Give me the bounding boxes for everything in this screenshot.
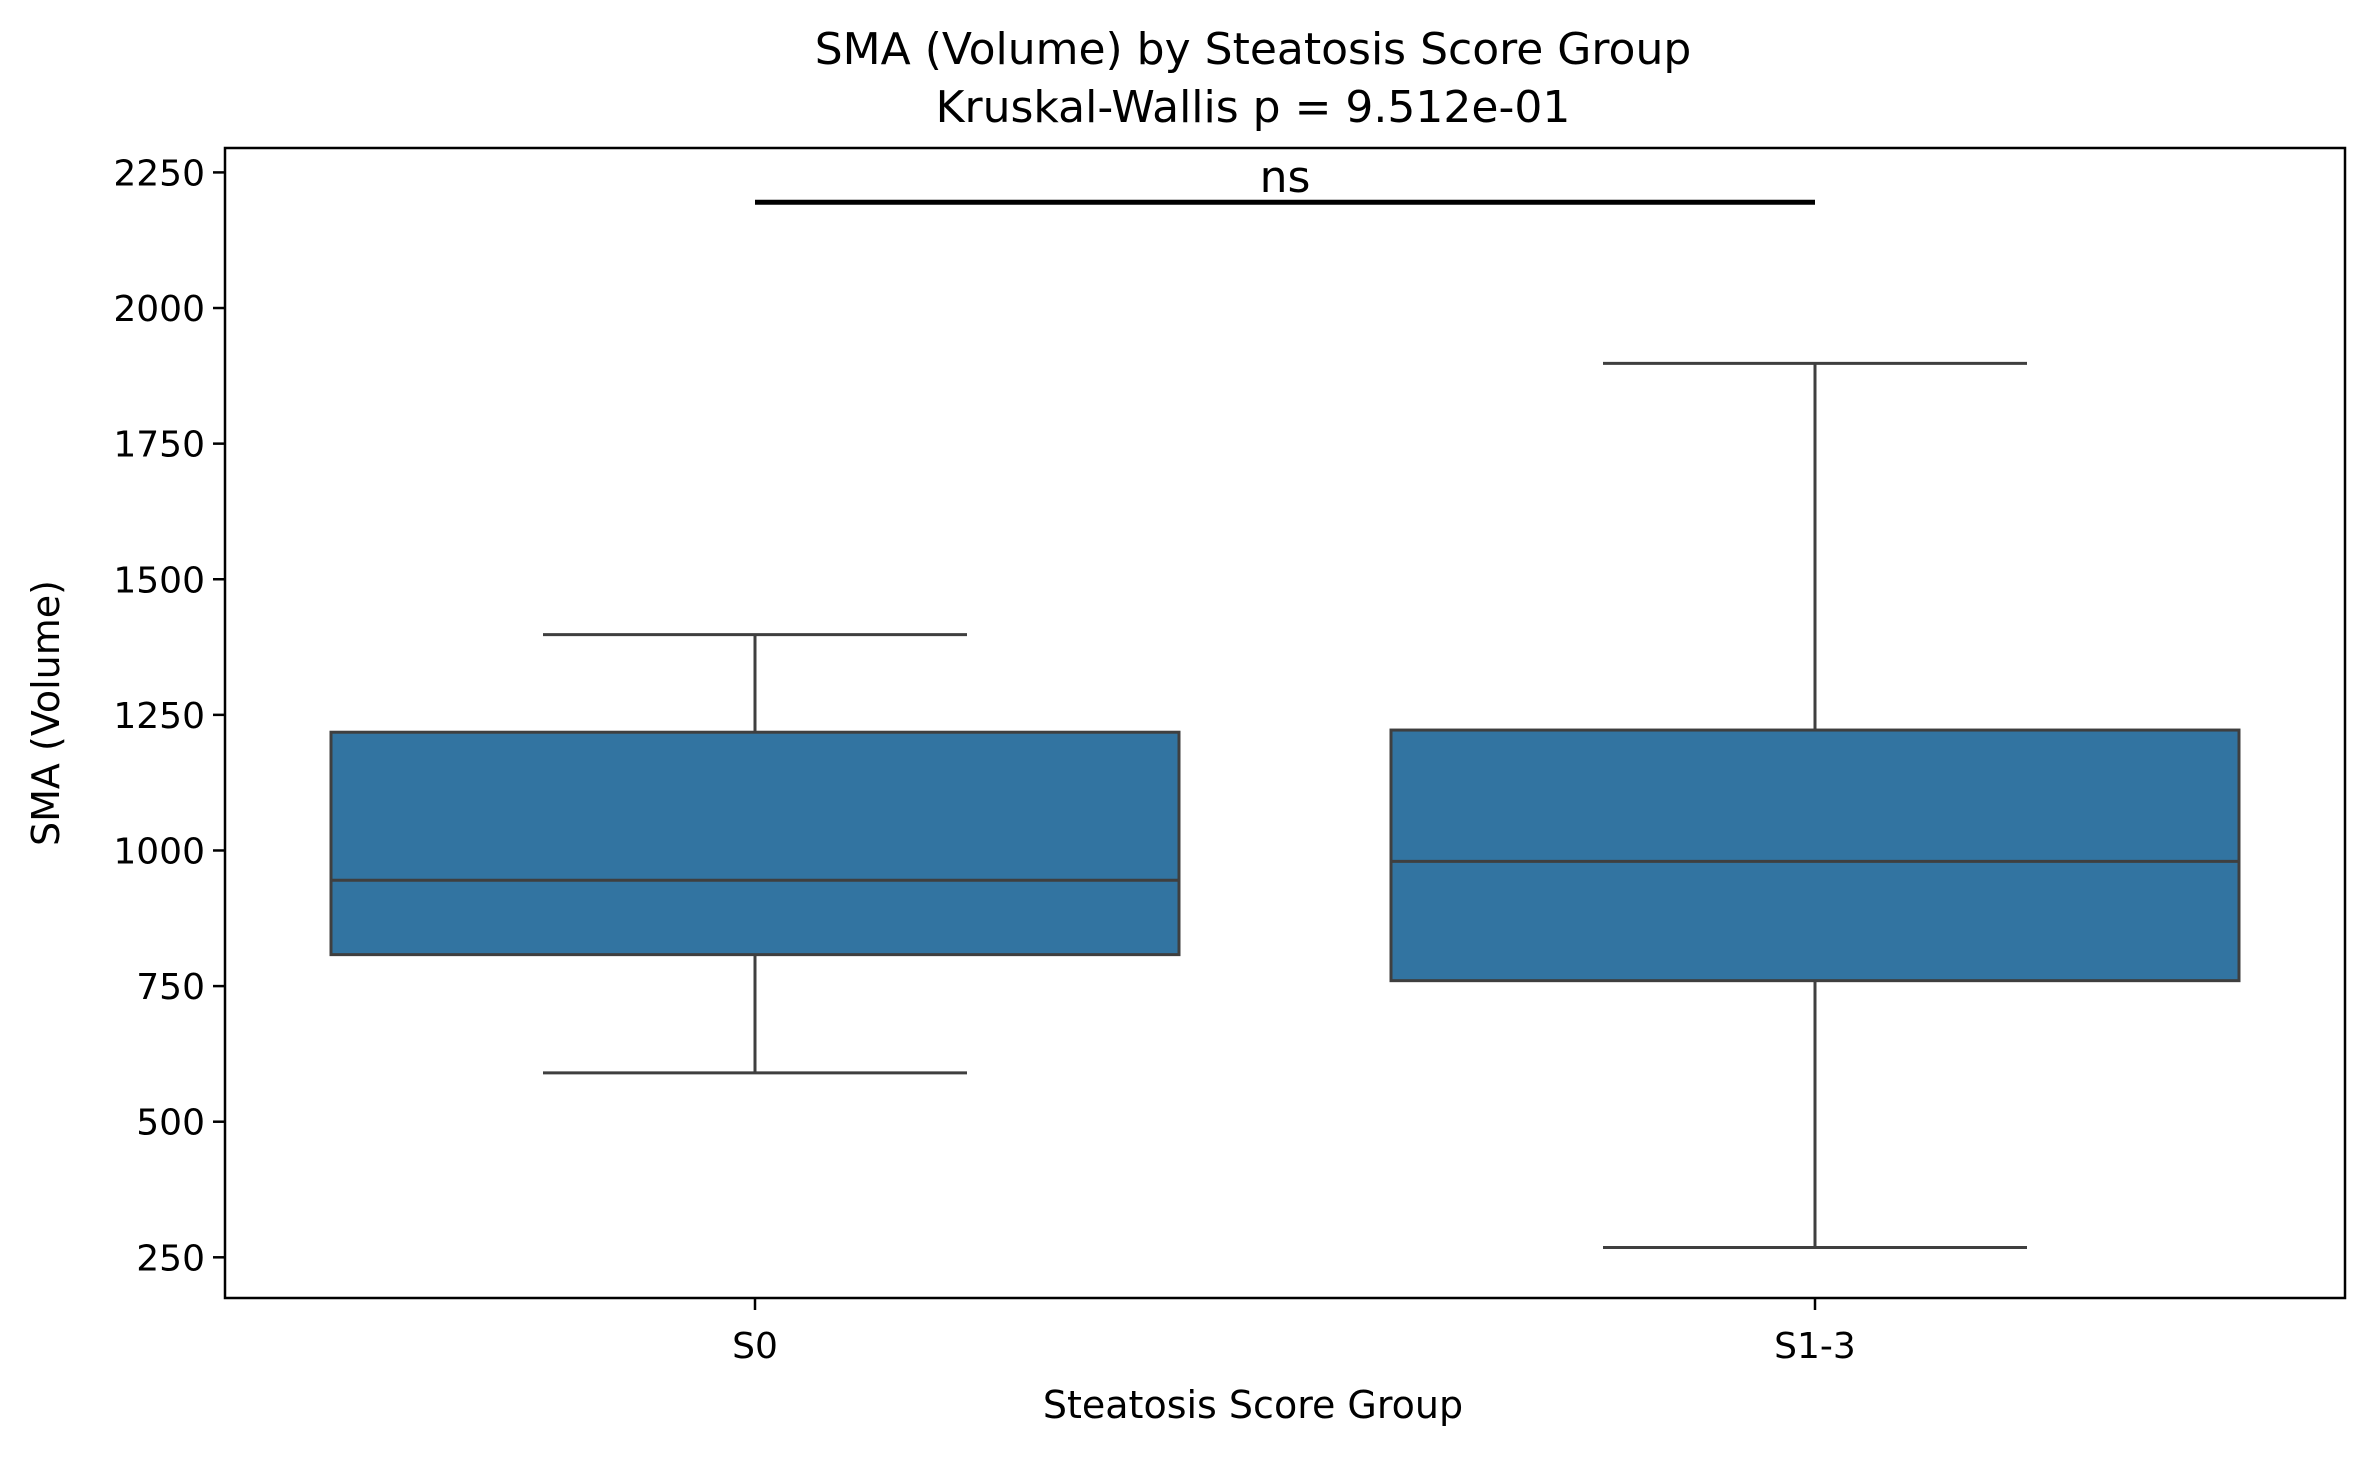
y-tick-label: 1750 bbox=[113, 425, 205, 466]
x-tick-label: S0 bbox=[732, 1326, 778, 1367]
y-tick-label: 500 bbox=[136, 1103, 205, 1144]
y-tick-label: 250 bbox=[136, 1238, 205, 1279]
x-axis-label: Steatosis Score Group bbox=[1043, 1383, 1463, 1427]
chart-subtitle: Kruskal-Wallis p = 9.512e-01 bbox=[936, 82, 1571, 133]
y-tick-label: 1250 bbox=[113, 696, 205, 737]
x-tick-label: S1-3 bbox=[1774, 1326, 1856, 1367]
box-S1-3 bbox=[1389, 728, 2241, 983]
y-tick-label: 2000 bbox=[113, 289, 205, 330]
y-axis-label: SMA (Volume) bbox=[24, 580, 68, 846]
plot-frame bbox=[223, 146, 2347, 1300]
y-tick-label: 1500 bbox=[113, 560, 205, 601]
y-tick-label: 1000 bbox=[113, 831, 205, 872]
plot-area: 250 500 750 1000 1250 1500 1750 2000 2250 S0 S1-3 n… bbox=[113, 146, 2347, 1367]
y-tick-label: 2250 bbox=[113, 153, 205, 194]
box-S0 bbox=[329, 730, 1181, 957]
y-tick-label: 750 bbox=[136, 967, 205, 1008]
chart-title: SMA (Volume) by Steatosis Score Group bbox=[815, 24, 1692, 75]
significance-label: ns bbox=[1260, 152, 1311, 203]
